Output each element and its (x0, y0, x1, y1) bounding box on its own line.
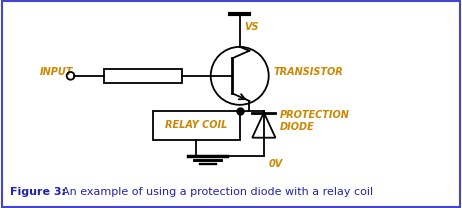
Text: VS: VS (244, 22, 259, 32)
Text: TRANSISTOR: TRANSISTOR (274, 67, 343, 77)
Text: An example of using a protection diode with a relay coil: An example of using a protection diode w… (62, 187, 373, 197)
Text: PROTECTION
DIODE: PROTECTION DIODE (280, 110, 350, 132)
Text: RELAY COIL: RELAY COIL (165, 120, 227, 130)
Text: 0V: 0V (269, 159, 283, 169)
Bar (104, 69, 182, 83)
Text: INPUT: INPUT (40, 67, 73, 77)
Bar (153, 111, 240, 140)
Text: Figure 3:: Figure 3: (10, 187, 66, 197)
